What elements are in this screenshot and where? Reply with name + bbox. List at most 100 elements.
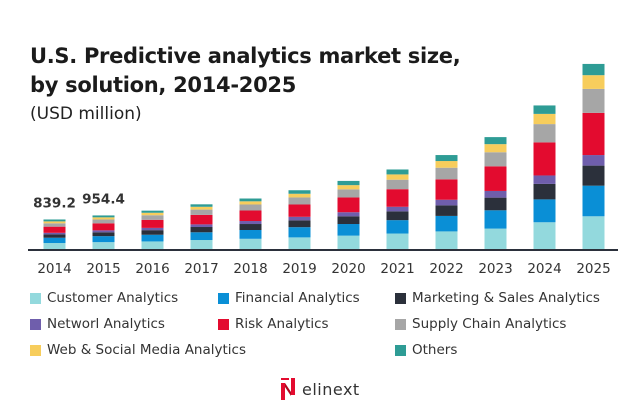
bar-segment-supply-chain-analytics-2024	[533, 124, 556, 143]
bar-segment-networl-analytics-2022	[435, 199, 458, 206]
bar-segment-marketing-sales-analytics-2023	[484, 197, 507, 211]
bar-segment-risk-analytics-2024	[533, 142, 556, 176]
bar-segment-financial-analytics-2020	[337, 224, 360, 236]
bar-segment-risk-analytics-2015	[92, 223, 115, 231]
x-tick-label: 2021	[380, 261, 414, 277]
bar-segment-others-2020	[337, 180, 360, 186]
bar-segment-financial-analytics-2025	[582, 185, 605, 217]
bar-segment-networl-analytics-2020	[337, 212, 360, 217]
bar-segment-networl-analytics-2017	[190, 224, 213, 228]
bar-segment-web-social-media-analytics-2021	[386, 174, 409, 180]
bar-segment-risk-analytics-2018	[239, 210, 262, 222]
bar-segment-networl-analytics-2019	[288, 216, 311, 221]
x-tick-label: 2022	[429, 261, 463, 277]
legend-label: Risk Analytics	[235, 316, 329, 332]
x-tick-label: 2025	[576, 261, 610, 277]
bar-segment-supply-chain-analytics-2023	[484, 152, 507, 167]
bar-segment-web-social-media-analytics-2022	[435, 161, 458, 168]
bar-segment-others-2022	[435, 155, 458, 162]
bar-segment-others-2024	[533, 105, 556, 114]
chart-title: U.S. Predictive analytics market size, b…	[30, 42, 461, 100]
x-tick-label: 2017	[184, 261, 218, 277]
bar-segment-networl-analytics-2014	[43, 232, 66, 235]
bar-segment-marketing-sales-analytics-2014	[43, 234, 66, 238]
bar-segment-web-social-media-analytics-2023	[484, 144, 507, 153]
chart-title-line-1: U.S. Predictive analytics market size,	[30, 44, 461, 68]
legend-label: Supply Chain Analytics	[412, 316, 567, 332]
bar-segment-web-social-media-analytics-2016	[141, 212, 164, 216]
x-tick-label: 2020	[331, 261, 365, 277]
bar-segment-marketing-sales-analytics-2019	[288, 220, 311, 228]
bar-segment-risk-analytics-2022	[435, 179, 458, 200]
legend-label: Customer Analytics	[47, 290, 179, 306]
x-tick-label: 2024	[527, 261, 561, 277]
bar-segment-others-2016	[141, 210, 164, 213]
legend-item-web-social-media-analytics: Web & Social Media Analytics	[30, 342, 246, 358]
bar-segment-financial-analytics-2021	[386, 220, 409, 234]
bar-segment-risk-analytics-2025	[582, 112, 605, 156]
legend-swatch	[30, 318, 41, 330]
data-label: 954.4	[82, 191, 125, 207]
bar-segment-supply-chain-analytics-2019	[288, 197, 311, 205]
bar-segment-networl-analytics-2016	[141, 227, 164, 231]
bar-segment-supply-chain-analytics-2015	[92, 219, 115, 224]
bar-segment-financial-analytics-2014	[43, 237, 66, 244]
bar-segment-financial-analytics-2019	[288, 227, 311, 238]
x-tick-label: 2019	[282, 261, 316, 277]
bar-segment-customer-analytics-2020	[337, 235, 360, 249]
bar-segment-others-2021	[386, 169, 409, 175]
bar-segment-financial-analytics-2022	[435, 215, 458, 232]
bar-segment-customer-analytics-2022	[435, 231, 458, 249]
bar-segment-web-social-media-analytics-2015	[92, 217, 115, 220]
x-tick-label: 2016	[135, 261, 169, 277]
bar-segment-financial-analytics-2023	[484, 210, 507, 229]
bar-segment-marketing-sales-analytics-2024	[533, 183, 556, 200]
bar-segment-marketing-sales-analytics-2022	[435, 205, 458, 216]
legend-item-customer-analytics: Customer Analytics	[30, 290, 178, 306]
legend-item-marketing-sales-analytics: Marketing & Sales Analytics	[395, 290, 600, 306]
bar-segment-others-2015	[92, 215, 115, 218]
legend-label: Web & Social Media Analytics	[47, 342, 246, 358]
bar-segment-customer-analytics-2016	[141, 241, 164, 249]
stacked-bar-chart: 2014 839.2 2015 954.4 2016 2017 2018 2019 2020 20…	[28, 63, 618, 277]
bar-segment-risk-analytics-2021	[386, 189, 409, 207]
bar-segment-supply-chain-analytics-2020	[337, 189, 360, 198]
legend-item-network-analytics: Networl Analytics	[30, 316, 165, 332]
legend-swatch	[30, 344, 41, 356]
bar-segment-marketing-sales-analytics-2016	[141, 230, 164, 235]
bar-segment-web-social-media-analytics-2025	[582, 75, 605, 89]
bar-segment-customer-analytics-2015	[92, 242, 115, 249]
bar-segment-risk-analytics-2016	[141, 219, 164, 228]
bar-segment-supply-chain-analytics-2021	[386, 179, 409, 190]
bar-segment-web-social-media-analytics-2014	[43, 221, 66, 224]
bar-segment-others-2018	[239, 198, 262, 202]
legend-swatch	[30, 292, 41, 304]
chart-title-line-2: by solution, 2014-2025	[30, 73, 297, 97]
bar-segment-others-2019	[288, 190, 311, 194]
bar-segment-networl-analytics-2025	[582, 155, 605, 166]
legend-swatch	[395, 344, 406, 356]
bar-segment-supply-chain-analytics-2016	[141, 215, 164, 220]
x-tick-label: 2023	[478, 261, 512, 277]
bar-segment-marketing-sales-analytics-2018	[239, 224, 262, 230]
bar-segment-web-social-media-analytics-2018	[239, 201, 262, 205]
bar-segment-customer-analytics-2024	[533, 222, 556, 249]
chart-subtitle: (USD million)	[30, 104, 142, 124]
x-tick-label: 2014	[37, 261, 71, 277]
bar-segment-web-social-media-analytics-2017	[190, 206, 213, 210]
legend-item-financial-analytics: Financial Analytics	[218, 290, 360, 306]
bar-segment-financial-analytics-2015	[92, 236, 115, 243]
bar-segment-others-2025	[582, 63, 605, 76]
bar-segment-others-2023	[484, 137, 507, 145]
bar-segment-risk-analytics-2020	[337, 197, 360, 213]
elinext-logo: elinext	[280, 377, 360, 401]
bar-segment-networl-analytics-2023	[484, 190, 507, 198]
legend-item-supply-chain-analytics: Supply Chain Analytics	[395, 316, 566, 332]
bar-segment-risk-analytics-2017	[190, 214, 213, 225]
bar-segment-marketing-sales-analytics-2017	[190, 227, 213, 233]
logo-text: elinext	[302, 379, 360, 399]
bar-segment-financial-analytics-2017	[190, 232, 213, 241]
bar-segment-networl-analytics-2018	[239, 221, 262, 225]
legend-swatch	[395, 318, 406, 330]
legend-swatch	[395, 292, 406, 304]
